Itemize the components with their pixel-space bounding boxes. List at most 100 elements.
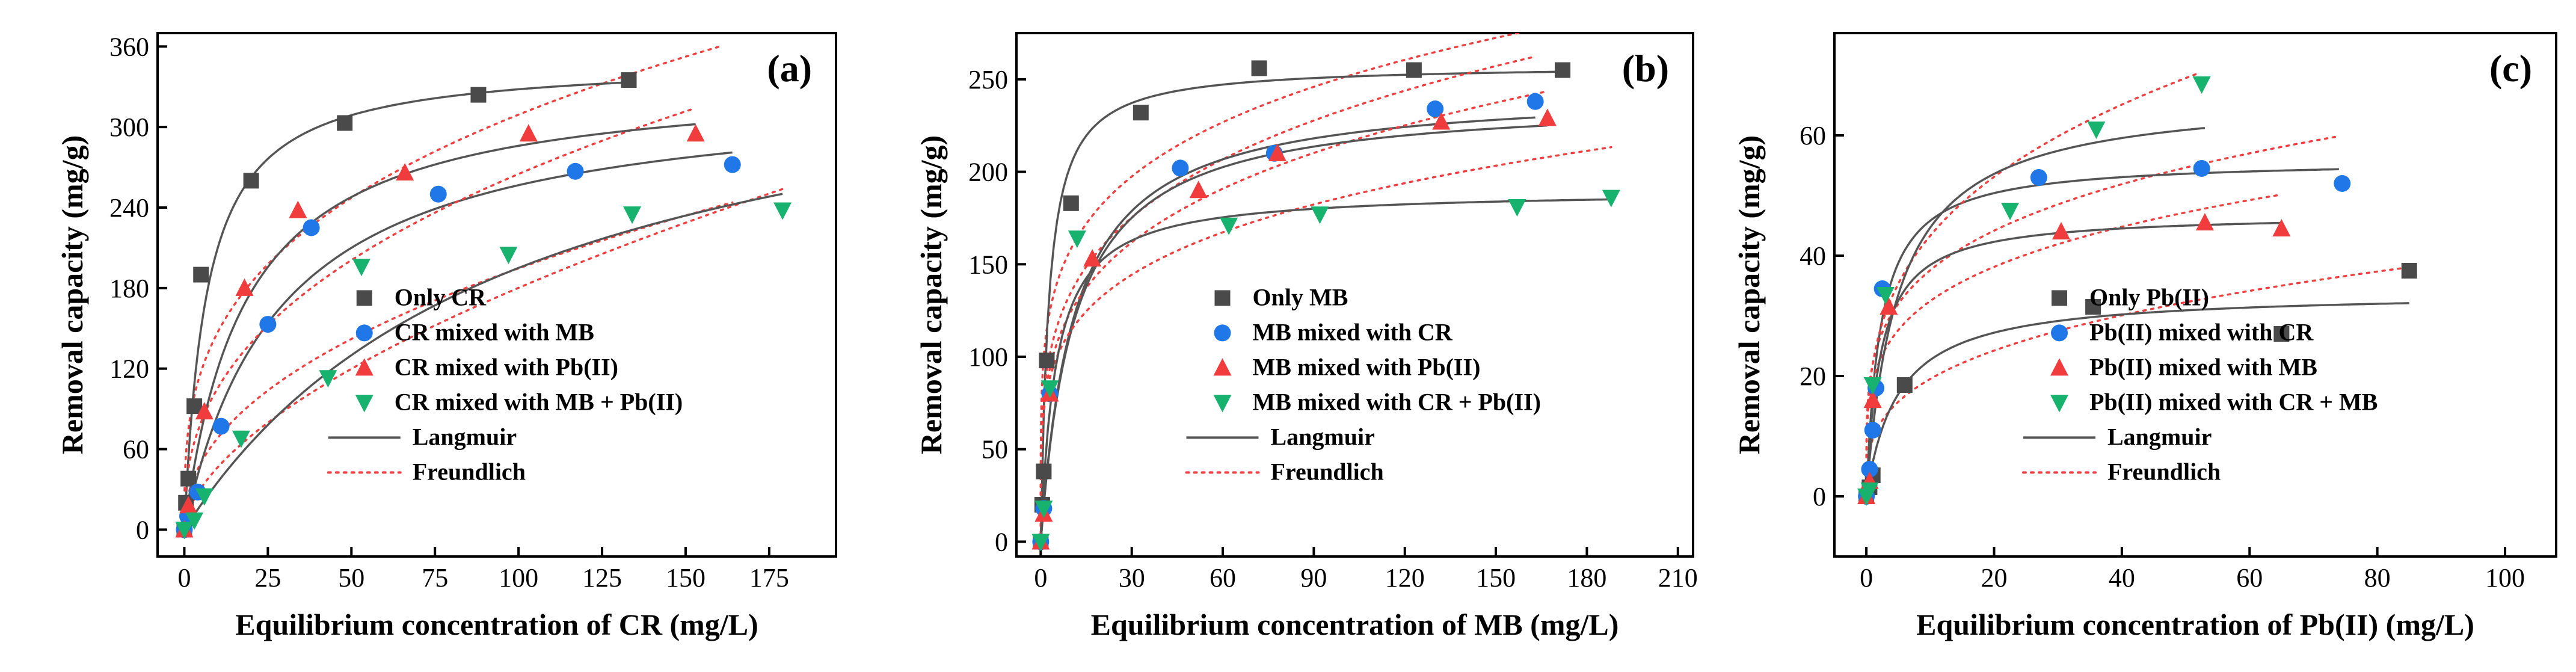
data-point xyxy=(2272,219,2291,236)
series-4-points xyxy=(1031,190,1620,552)
data-point xyxy=(195,402,214,420)
data-point xyxy=(2085,299,2101,315)
legend-label: Pb(II) mixed with MB xyxy=(2089,353,2317,380)
y-tick-label: 360 xyxy=(109,32,149,61)
data-point xyxy=(235,278,254,296)
x-tick-label: 150 xyxy=(666,563,705,593)
x-tick-label: 175 xyxy=(749,563,789,593)
freundlich-curve-4 xyxy=(1865,72,2200,498)
data-point xyxy=(1063,195,1079,211)
data-point xyxy=(1427,100,1444,118)
legend-label: Only MB xyxy=(1253,283,1348,310)
freundlich-curve-4 xyxy=(183,188,784,531)
legend: Only Pb(II) Pb(II) mixed with CR Pb(II) mi… xyxy=(2022,283,2378,485)
legend-marker xyxy=(2051,324,2068,342)
x-axis-title: Equilibrium concentration of MB (mg/L) xyxy=(1091,608,1619,641)
chart-panel-3: 0 20 40 60 80 100 0 20 40 60 Equilibrium concentra… xyxy=(1732,32,2557,641)
langmuir-curve-3 xyxy=(183,123,696,530)
legend-label: CR mixed with MB xyxy=(395,318,594,345)
data-point xyxy=(1880,297,1898,315)
legend: Only CR CR mixed with MB CR mixed with Pb(… xyxy=(327,283,683,485)
data-point xyxy=(1896,377,1913,393)
x-tick-label: 120 xyxy=(1385,563,1425,593)
y-tick-label: 200 xyxy=(968,158,1008,187)
legend-label: Freundlich xyxy=(2107,458,2221,485)
x-tick-label: 50 xyxy=(338,563,364,593)
chart-panel-1: 0 25 50 75 100 125 150 175 0 60 120 180 240 300 360 Equ… xyxy=(55,32,837,641)
y-tick-label: 40 xyxy=(1800,241,1826,271)
data-point xyxy=(621,72,637,88)
data-point xyxy=(623,206,642,224)
langmuir-curve-4 xyxy=(1865,127,2206,497)
langmuir-curve-1 xyxy=(1865,302,2409,497)
data-point xyxy=(1041,380,1059,398)
legend-marker xyxy=(355,395,373,413)
x-tick-label: 100 xyxy=(2485,563,2525,593)
data-point xyxy=(2030,169,2047,186)
data-point xyxy=(499,247,518,265)
x-tick-label: 80 xyxy=(2364,563,2391,593)
x-axis-title: Equilibrium concentration of CR (mg/L) xyxy=(235,608,758,641)
y-tick-label: 180 xyxy=(109,274,149,303)
data-point xyxy=(243,173,259,189)
data-point xyxy=(1864,422,1881,439)
data-point xyxy=(175,522,194,540)
legend-label: MB mixed with Pb(II) xyxy=(1253,353,1481,380)
plot-frame xyxy=(156,32,837,558)
legend-marker xyxy=(2050,395,2068,413)
data-point xyxy=(319,370,337,388)
x-tick-label: 60 xyxy=(2236,563,2263,593)
x-tick-label: 125 xyxy=(582,563,622,593)
data-point xyxy=(195,488,214,506)
panel-label: (a) xyxy=(767,47,812,90)
y-tick-label: 60 xyxy=(1800,121,1826,150)
data-point xyxy=(2087,122,2106,139)
freundlich-curve-1 xyxy=(1865,266,2411,498)
data-point xyxy=(232,430,250,448)
data-point xyxy=(352,259,370,277)
y-tick-label: 120 xyxy=(109,354,149,384)
data-point xyxy=(1602,190,1620,208)
legend-marker xyxy=(356,290,372,306)
langmuir-curve-2 xyxy=(1039,116,1535,542)
plot-frame xyxy=(1015,32,1694,558)
langmuir-curve-3 xyxy=(1865,221,2282,497)
x-tick-label: 150 xyxy=(1476,563,1516,593)
data-point xyxy=(396,163,414,180)
legend-label: CR mixed with Pb(II) xyxy=(395,353,618,380)
data-point xyxy=(2193,160,2210,177)
x-tick-label: 75 xyxy=(422,563,448,593)
data-point xyxy=(1036,463,1052,479)
langmuir-curve-1 xyxy=(1039,70,1563,542)
data-point xyxy=(212,418,230,435)
data-point xyxy=(2334,175,2351,192)
data-point xyxy=(686,124,705,142)
langmuir-curve-4 xyxy=(183,193,783,531)
data-point xyxy=(2195,213,2214,230)
data-point xyxy=(1432,112,1451,130)
data-point xyxy=(1508,199,1526,217)
legend-marker xyxy=(2052,290,2067,306)
data-point xyxy=(259,316,277,333)
data-point xyxy=(179,496,198,514)
legend-marker xyxy=(1213,395,1232,413)
data-point xyxy=(1861,461,1878,478)
legend-marker xyxy=(1214,290,1231,306)
series-3-points xyxy=(175,124,705,538)
data-point xyxy=(289,200,307,218)
y-tick-label: 20 xyxy=(1800,362,1826,391)
data-point xyxy=(180,470,197,487)
x-tick-label: 90 xyxy=(1300,563,1327,593)
plot-frame xyxy=(1833,32,2557,558)
data-point xyxy=(1860,482,1879,500)
data-point xyxy=(2001,203,2020,220)
freundlich-curve-1 xyxy=(183,45,721,531)
data-point xyxy=(1538,108,1557,126)
data-point xyxy=(470,87,487,103)
x-tick-label: 100 xyxy=(499,563,538,593)
x-tick-label: 0 xyxy=(177,563,191,593)
x-tick-label: 180 xyxy=(1567,563,1606,593)
legend-label: MB mixed with CR + Pb(II) xyxy=(1253,388,1541,415)
x-tick-label: 60 xyxy=(1210,563,1236,593)
